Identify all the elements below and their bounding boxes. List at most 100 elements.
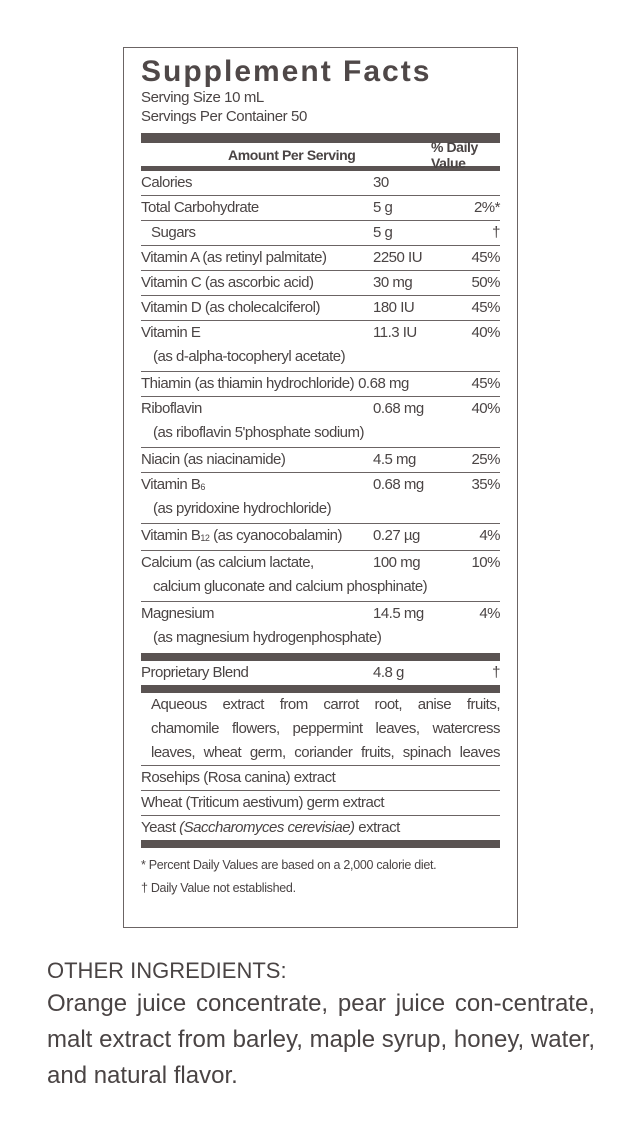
thick-divider <box>141 133 500 143</box>
nutrient-amount: 0.68 mg <box>373 476 424 493</box>
nutrient-label: Calories <box>141 171 373 195</box>
blend-line: leaves, wheat germ, coriander fruits, sp… <box>151 744 501 761</box>
nutrient-label: Sugars <box>141 221 373 245</box>
blend-item: Rosehips (Rosa canina) extract <box>141 766 500 791</box>
nutrient-row: Vitamin A (as retinyl palmitate) 2250 IU 4… <box>141 246 500 271</box>
supplement-facts-panel: Supplement Facts Serving Size 10 mL Serv… <box>123 47 518 928</box>
nutrient-label-text: Vitamin D (as cholecalciferol) <box>141 299 320 316</box>
other-ingredients-text: Orange juice concentrate, pear juice con… <box>47 990 595 1089</box>
nutrient-rows: Calories 30 Total Carbohydrate 5 g 2%* Sugars… <box>141 171 501 653</box>
nutrient-label: Magnesium <box>141 602 373 653</box>
column-header: Amount Per Serving % Daily Value <box>141 139 500 171</box>
nutrient-label: Riboflavin <box>141 397 373 447</box>
nutrient-amount: 0.68 mg <box>373 400 424 417</box>
nutrient-amount: 0.68 mg <box>358 375 409 392</box>
nutrient-amount: 0.27 µg <box>373 527 420 544</box>
other-ingredients: OTHER INGREDIENTS: Orange juice concentr… <box>47 956 595 1094</box>
nutrient-dv: † <box>492 224 500 241</box>
nutrient-source: calcium gluconate and calcium phosphinat… <box>153 578 428 595</box>
blend-amount: 4.8 g <box>373 664 404 681</box>
blend-description: Aqueous extract from carrot root, anise … <box>141 693 501 766</box>
blend-line: Aqueous extract from carrot root, anise … <box>151 696 501 713</box>
nutrient-label: Vitamin A (as retinyl palmitate) <box>141 246 373 270</box>
nutrient-row-blend: Proprietary Blend 4.8 g † <box>141 653 500 693</box>
nutrient-label: Vitamin B6 <box>141 473 373 523</box>
nutrient-label: Vitamin C (as ascorbic acid) <box>141 271 373 295</box>
nutrient-dv: 4% <box>479 605 500 622</box>
nutrient-dv: 40% <box>471 400 500 417</box>
nutrient-label: Thiamin (as thiamin hydrochloride) <box>141 372 355 396</box>
nutrient-row: Vitamin B12 (as cyanocobalamin) 0.27 µg 4% <box>141 524 500 551</box>
yeast-text: Yeast <box>141 819 180 836</box>
nutrient-amount: 100 mg <box>373 554 421 571</box>
nutrient-row: Magnesium 14.5 mg 4% (as magnesium hydrogen… <box>141 602 500 653</box>
nutrient-source: (as magnesium hydrogenphosphate) <box>153 629 382 646</box>
nutrient-row: Vitamin D (as cholecalciferol) 180 IU 45% <box>141 296 500 321</box>
nutrient-row: Total Carbohydrate 5 g 2%* <box>141 196 501 221</box>
nutrient-label-text: Niacin (as niacinamide) <box>141 451 286 468</box>
nutrient-row: Vitamin C (as ascorbic acid) 30 mg 50% <box>141 271 500 296</box>
nutrient-row: Thiamin (as thiamin hydrochloride) 0.68 m… <box>141 372 500 397</box>
nutrient-amount: 30 <box>373 174 389 191</box>
nutrient-label-text: Calcium (as calcium lactate, <box>141 554 314 571</box>
subscript: 12 <box>200 533 210 543</box>
blend-item: Wheat (Triticum aestivum) germ extract <box>141 791 500 816</box>
nutrient-dv: 35% <box>471 476 500 493</box>
nutrient-label-text: Sugars <box>151 224 196 241</box>
nutrient-label-text: Calories <box>141 174 193 191</box>
nutrient-dv: 50% <box>471 274 500 291</box>
blend-item-text: Rosehips (Rosa canina) extract <box>141 769 336 786</box>
nutrient-label-text: Vitamin E <box>141 324 201 341</box>
nutrient-row: Calories 30 <box>141 171 500 196</box>
nutrient-label: Vitamin B12 (as cyanocobalamin) <box>141 524 373 550</box>
nutrient-label: Total Carbohydrate <box>141 196 373 220</box>
other-ingredients-heading: OTHER INGREDIENTS: <box>47 958 287 983</box>
subscript: 6 <box>200 482 205 492</box>
panel-title: Supplement Facts <box>141 55 432 88</box>
nutrient-label-text: Thiamin (as thiamin hydrochloride) <box>141 375 355 392</box>
nutrient-source: (as pyridoxine hydrochloride) <box>153 500 332 517</box>
nutrient-label-text: Vitamin A (as retinyl palmitate) <box>141 249 327 266</box>
nutrient-label-text: Magnesium <box>141 605 215 622</box>
nutrient-amount: 11.3 IU <box>373 324 417 341</box>
blend-item: Yeast (Saccharomyces cerevisiae) extract <box>141 816 500 848</box>
blend-line: chamomile flowers, peppermint leaves, wa… <box>151 720 501 737</box>
nutrient-label-text: Vitamin B <box>141 527 201 544</box>
serving-size: Serving Size 10 mL <box>141 89 264 106</box>
nutrient-label: Vitamin D (as cholecalciferol) <box>141 296 373 320</box>
nutrient-dv: 45% <box>471 249 500 266</box>
nutrient-label: Vitamin E <box>141 321 373 371</box>
nutrient-dv: 45% <box>471 375 500 392</box>
nutrient-amount: 30 mg <box>373 274 413 291</box>
nutrient-amount: 2250 IU <box>373 249 423 266</box>
footnote: * Percent Daily Values are based on a 2,… <box>141 858 437 872</box>
blend-label: Proprietary Blend <box>141 664 249 681</box>
nutrient-row: Calcium (as calcium lactate, 100 mg 10% cal… <box>141 551 500 602</box>
nutrient-label: Niacin (as niacinamide) <box>141 448 373 472</box>
servings-per-container: Servings Per Container 50 <box>141 108 307 125</box>
blend-item-text: Wheat (Triticum aestivum) germ extract <box>141 794 385 811</box>
nutrient-dv: 40% <box>471 324 500 341</box>
nutrient-row: Sugars 5 g † <box>141 221 500 246</box>
nutrient-dv: 2%* <box>473 199 501 216</box>
nutrient-label-text: Vitamin B <box>141 476 201 493</box>
nutrient-row: Niacin (as niacinamide) 4.5 mg 25% <box>141 448 500 473</box>
nutrient-amount: 5 g <box>373 224 393 241</box>
nutrient-row: Vitamin B6 0.68 mg 35% (as pyridoxine hydro… <box>141 473 500 524</box>
nutrient-label: Calcium (as calcium lactate, <box>141 551 373 601</box>
nutrient-label-text: Riboflavin <box>141 400 202 417</box>
footnote: † Daily Value not established. <box>141 881 296 895</box>
blend-dv: † <box>492 664 500 681</box>
nutrient-row: Riboflavin 0.68 mg 40% (as riboflavin 5'pho… <box>141 397 500 448</box>
nutrient-label-text: Vitamin C (as ascorbic acid) <box>141 274 314 291</box>
nutrient-dv: 45% <box>471 299 500 316</box>
yeast-latin: (Saccharomyces cerevisiae) <box>179 819 355 836</box>
nutrient-amount: 14.5 mg <box>373 605 424 622</box>
nutrient-amount: 180 IU <box>373 299 415 316</box>
dv-header: % Daily Value <box>430 138 478 171</box>
nutrient-label-text: Total Carbohydrate <box>141 199 259 216</box>
nutrient-dv: 25% <box>471 451 500 468</box>
nutrient-amount: 5 g <box>373 199 393 216</box>
nutrient-label-rest: (as cyanocobalamin) <box>209 527 343 544</box>
nutrient-dv: 4% <box>479 527 500 544</box>
